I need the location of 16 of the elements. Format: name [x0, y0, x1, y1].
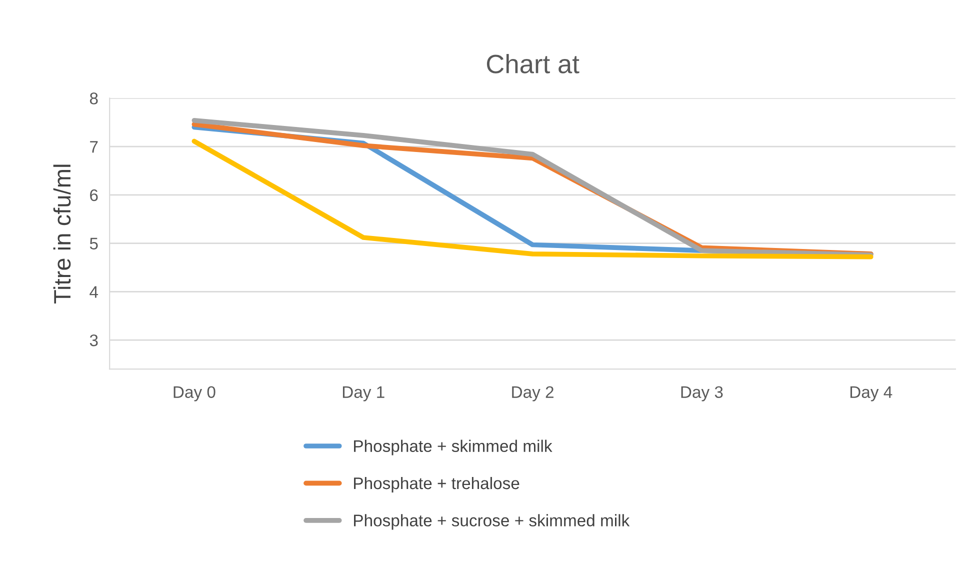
y-tick-label: 7: [90, 141, 98, 153]
x-tick-label: Day 1: [342, 386, 384, 402]
legend-label: Phosphate + trehalose: [354, 476, 520, 492]
x-tick-label: Day 2: [512, 386, 554, 402]
y-tick-label: 4: [90, 286, 98, 298]
legend-label: Phosphate + skimmed milk: [354, 440, 552, 456]
y-tick-label: 6: [90, 189, 98, 202]
chart-title: Chart at: [486, 54, 580, 74]
legend-label: Phosphate + sucrose + skimmed milk: [354, 514, 630, 530]
x-tick-label: Day 0: [174, 386, 216, 402]
y-tick-label: 5: [90, 238, 98, 250]
y-tick-label: 8: [90, 92, 98, 104]
y-tick-label: 3: [90, 334, 98, 346]
y-axis-title: Titre in cfu/ml: [53, 164, 71, 304]
x-tick-label: Day 4: [850, 386, 892, 402]
x-tick-label: Day 3: [681, 386, 723, 402]
